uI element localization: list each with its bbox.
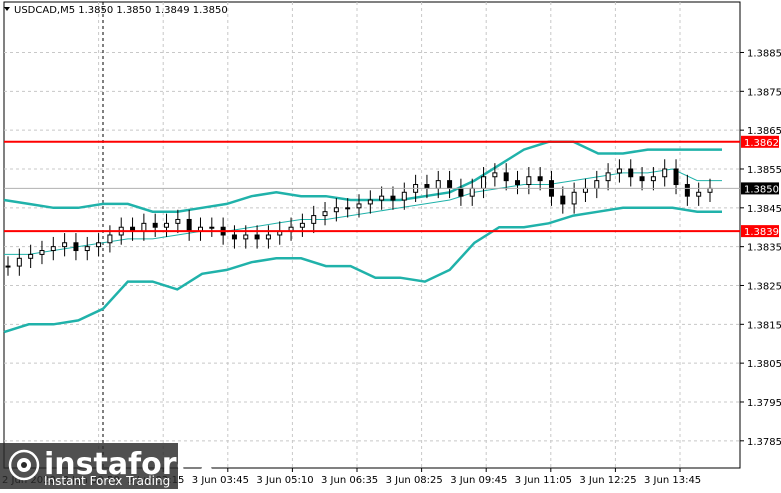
candle-body — [299, 222, 305, 228]
candle-body — [345, 207, 351, 210]
candle-body — [492, 172, 498, 178]
x-tick-label: 3 Jun 12:25 — [579, 475, 636, 486]
candle-body — [605, 172, 611, 182]
band-middle-line — [4, 168, 722, 255]
candle-body — [379, 195, 385, 201]
band-lower-line — [3, 206, 722, 334]
candle-body — [96, 242, 102, 248]
candle-body — [186, 218, 192, 232]
candle-body — [526, 176, 532, 186]
y-tick-label: 1.3825 — [747, 281, 781, 292]
y-tick-label: 1.3815 — [747, 320, 781, 331]
candle-body — [696, 191, 702, 197]
candle-body — [265, 234, 271, 240]
candle-body — [515, 180, 521, 186]
current-price-tag — [741, 182, 779, 195]
candle-body — [356, 203, 362, 209]
band-upper-line — [3, 140, 722, 213]
candle-body — [503, 172, 509, 182]
candle-body — [458, 187, 464, 197]
candle-body — [390, 195, 396, 201]
candle-body — [16, 257, 22, 267]
candle-body — [673, 168, 679, 186]
x-tick-label: 3 Jun 11:05 — [515, 475, 572, 486]
candle-body — [594, 180, 600, 189]
candle-body — [231, 234, 237, 240]
level-tag-label: 1.3862 — [744, 138, 779, 149]
candle-body — [73, 242, 79, 252]
candle-body — [424, 184, 430, 189]
x-tick-label: 3 Jun 05:10 — [256, 475, 313, 486]
x-tick-label: 3 Jun 08:25 — [386, 475, 443, 486]
y-tick-label: 1.3805 — [747, 359, 781, 370]
plot-border — [3, 1, 741, 469]
candle-body — [39, 250, 45, 255]
candle-body — [152, 222, 158, 228]
y-tick-label: 1.3885 — [747, 48, 781, 59]
candle-body — [435, 180, 441, 189]
instaforex-logo-icon — [8, 449, 40, 481]
candle-body — [628, 168, 634, 178]
y-tick-label: 1.3835 — [747, 243, 781, 254]
candle-body — [571, 191, 577, 205]
level-tag — [741, 225, 779, 238]
candle-body — [616, 168, 622, 174]
y-tick-label: 1.3855 — [747, 165, 781, 176]
candle-body — [401, 191, 407, 201]
candle-body — [322, 211, 328, 217]
band-layer — [3, 140, 722, 334]
x-tick-label: 3 Jun 03:45 — [192, 475, 249, 486]
level-layer: 1.3862 1.3839 1.3850 — [4, 135, 779, 238]
candle-body — [62, 242, 68, 248]
watermark: instaforex Instant Forex Trading — [0, 443, 216, 489]
current-price-label: 1.3850 — [744, 184, 779, 195]
watermark-tagline: Instant Forex Trading — [44, 474, 170, 488]
y-tick-label: 1.3865 — [747, 126, 781, 137]
candle-body — [469, 187, 475, 197]
level-tag — [741, 135, 779, 148]
candle-body — [707, 187, 713, 193]
x-tick-label: 3 Jun 13:45 — [644, 475, 701, 486]
candle-body — [107, 234, 113, 244]
candle-body — [141, 222, 147, 232]
candle-body — [5, 265, 11, 268]
y-tick-label: 1.3845 — [747, 204, 781, 215]
y-tick-label: 1.3785 — [747, 437, 781, 448]
candle-body — [662, 168, 668, 178]
candle-body — [684, 184, 690, 197]
candle-body — [28, 253, 34, 259]
candle-body — [639, 176, 645, 182]
candle-body — [582, 187, 588, 193]
candle-body — [447, 180, 453, 189]
candle-body — [311, 215, 317, 224]
candle-body — [175, 218, 181, 224]
y-tick-label: 1.3875 — [747, 87, 781, 98]
watermark-brand: instaforex — [44, 447, 216, 482]
chart-title: USDCAD,M5 1.3850 1.3850 1.3849 1.3850 — [14, 5, 228, 16]
candle-body — [209, 226, 215, 229]
candle-body — [164, 222, 170, 228]
candle-body — [254, 234, 260, 240]
candle-body — [481, 176, 487, 189]
candle-body — [537, 176, 543, 182]
x-tick-label: 3 Jun 09:45 — [450, 475, 507, 486]
title-dropdown-icon[interactable] — [4, 7, 10, 11]
candle-body — [367, 199, 373, 205]
y-tick-label: 1.3795 — [747, 398, 781, 409]
candle-body — [84, 246, 90, 252]
candle-body — [560, 195, 566, 205]
candle-body — [50, 246, 56, 252]
candle-body — [243, 234, 249, 240]
level-tag-label: 1.3839 — [744, 227, 779, 238]
candle-body — [650, 176, 656, 182]
x-tick-label: 3 Jun 06:35 — [321, 475, 378, 486]
candle-body — [333, 207, 339, 213]
